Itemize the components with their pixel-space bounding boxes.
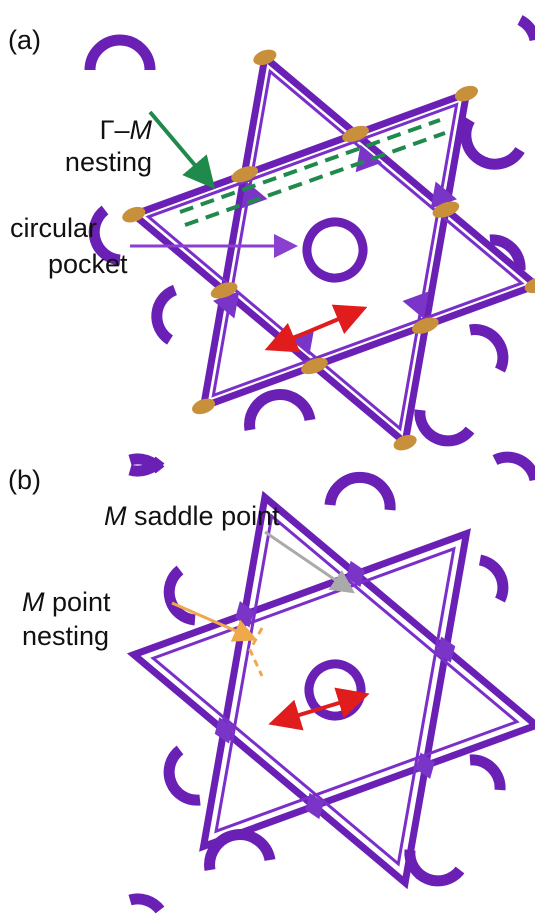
nesting-line	[180, 120, 440, 212]
annotation-text: nesting	[22, 621, 109, 651]
panel-label: (b)	[8, 465, 41, 495]
annotation: M point	[22, 587, 111, 617]
annotation-text: M	[22, 587, 45, 617]
annotation: M saddle point	[104, 501, 280, 531]
annotation: circular	[10, 213, 97, 243]
panel-b: (b) M saddle point M point nesting	[8, 437, 535, 920]
annotation-text: Γ–	[100, 115, 130, 145]
annotation-text: saddle point	[127, 501, 281, 531]
arrow	[150, 112, 210, 183]
double-arrow	[272, 310, 360, 347]
panel-a: (a) Γ–M nesting circular pocket	[8, 0, 535, 514]
annotation: nesting	[65, 147, 152, 177]
annotation-text: M	[130, 115, 153, 145]
annotation-text: circular	[10, 213, 97, 243]
annotation-text: pocket	[48, 249, 128, 279]
annotation: nesting	[22, 621, 109, 651]
annotation-text: nesting	[65, 147, 152, 177]
panel-label: (a)	[8, 25, 41, 55]
annotation-text: point	[45, 587, 112, 617]
annotation: Γ–M	[100, 115, 153, 145]
annotation: pocket	[48, 249, 128, 279]
figure: (a) Γ–M nesting circular pocket	[0, 0, 535, 920]
annotation-text: M	[104, 501, 127, 531]
